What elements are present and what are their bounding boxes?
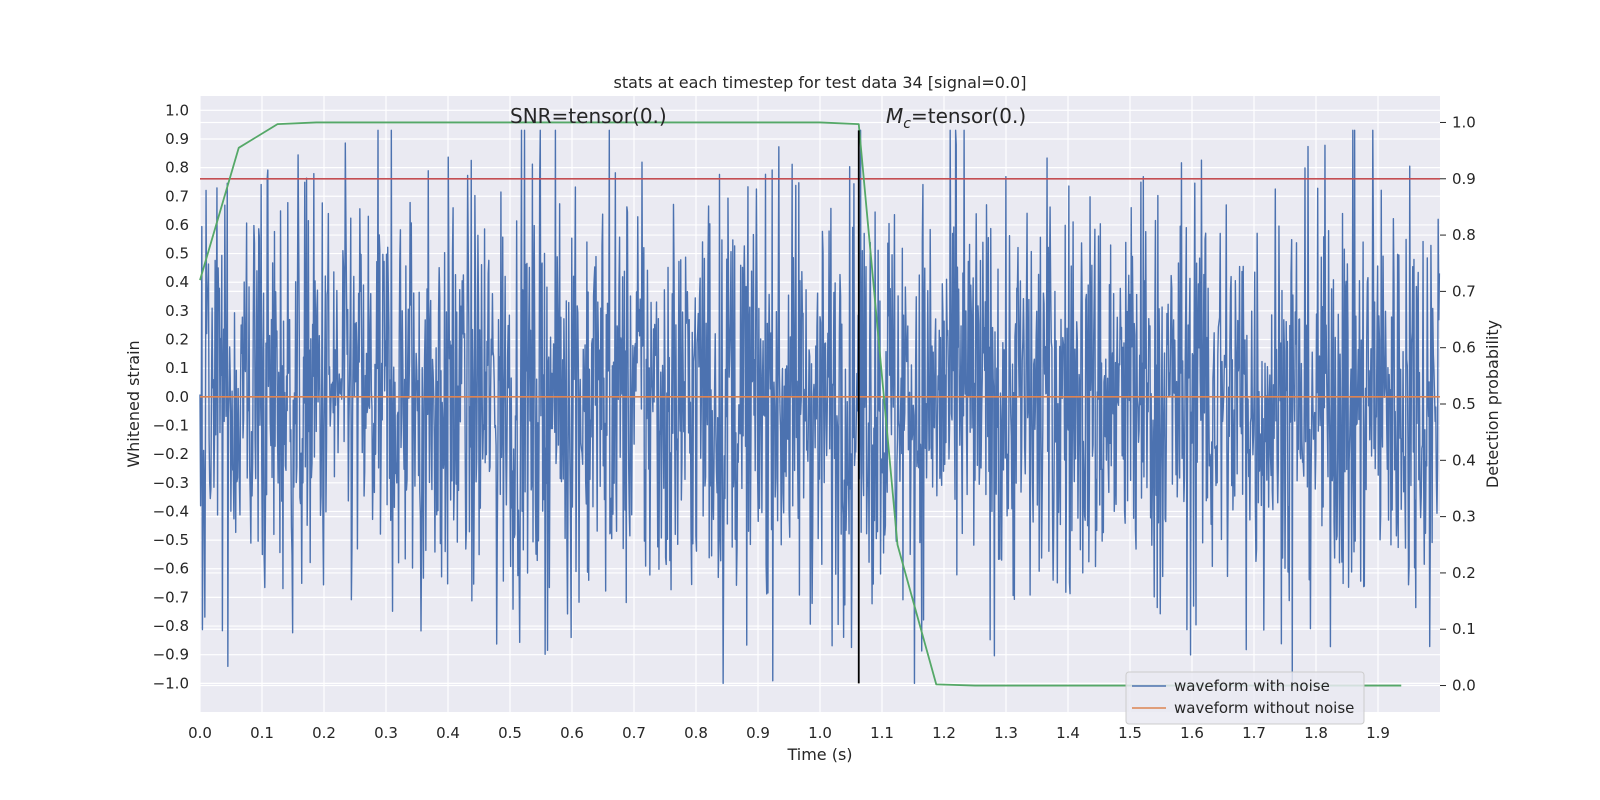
y-right-tick-label: 0.1 [1452, 620, 1476, 638]
y-left-tick-label: −0.3 [153, 474, 189, 492]
y-left-axis-label: Whitened strain [124, 340, 143, 467]
mc-annotation: Mc=tensor(0.) [886, 104, 1026, 132]
y-left-tick-label: −0.4 [153, 502, 189, 520]
y-left-tick-label: −0.1 [153, 416, 189, 434]
y-left-tick-label: 0.6 [165, 216, 189, 234]
y-left-tick-label: −0.8 [153, 617, 189, 635]
y-right-tick-labels: 1.0 0.9 0.8 0.7 0.6 0.5 0.4 0.3 0.2 0.1 0.0 [1440, 113, 1476, 695]
y-right-tick-label: 0.2 [1452, 564, 1476, 582]
y-right-tick-label: 0.5 [1452, 395, 1476, 413]
x-tick-label: 0.5 [498, 724, 522, 742]
y-left-tick-labels: 1.0 0.9 0.8 0.7 0.6 0.5 0.4 0.3 0.2 0.1 0.0 −0.1 −0.… [153, 101, 189, 692]
mc-suffix: =tensor(0.) [911, 104, 1026, 128]
y-left-tick-label: 0.1 [165, 359, 189, 377]
x-tick-label: 1.3 [994, 724, 1018, 742]
legend-box [1125, 671, 1365, 725]
snr-annotation: SNR=tensor(0.) [510, 104, 667, 128]
mc-subscript: c [903, 116, 911, 132]
x-tick-label: 1.4 [1056, 724, 1080, 742]
x-tick-label: 1.6 [1180, 724, 1204, 742]
x-tick-label: 1.8 [1304, 724, 1328, 742]
legend: waveform with noise waveform without noi… [1125, 671, 1365, 725]
noise-waveform-line [199, 129, 1441, 685]
y-right-tick-label: 0.8 [1452, 226, 1476, 244]
y-right-tick-label: 0.4 [1452, 451, 1476, 469]
legend-label-noise: waveform with noise [1174, 677, 1330, 695]
y-left-tick-label: 1.0 [165, 101, 189, 119]
x-tick-label: 0.6 [560, 724, 584, 742]
y-right-tick-label: 0.6 [1452, 339, 1476, 357]
y-right-tick-label: 0.0 [1452, 677, 1476, 695]
y-right-tick-label: 0.7 [1452, 282, 1476, 300]
x-tick-label: 1.2 [932, 724, 956, 742]
y-left-tick-label: 0.4 [165, 273, 189, 291]
x-tick-label: 0.7 [622, 724, 646, 742]
chart-title: stats at each timestep for test data 34 … [614, 73, 1027, 92]
x-tick-label: 1.7 [1242, 724, 1266, 742]
x-tick-label: 1.9 [1366, 724, 1390, 742]
y-left-tick-label: −0.2 [153, 445, 189, 463]
legend-label-clean: waveform without noise [1174, 699, 1354, 717]
x-tick-label: 0.0 [188, 724, 212, 742]
y-left-tick-label: 0.2 [165, 331, 189, 349]
y-right-tick-label: 0.9 [1452, 170, 1476, 188]
x-tick-label: 0.1 [250, 724, 274, 742]
y-left-tick-label: −0.6 [153, 560, 189, 578]
y-right-axis-label: Detection probability [1483, 320, 1502, 488]
x-tick-labels: 0.0 0.1 0.2 0.3 0.4 0.5 0.6 0.7 0.8 0.9 1.0 1.1 1.2 1… [188, 724, 1390, 742]
y-left-tick-label: −0.5 [153, 531, 189, 549]
y-right-tick-label: 1.0 [1452, 113, 1476, 131]
y-left-tick-label: 0.9 [165, 130, 189, 148]
y-left-tick-label: 0.5 [165, 245, 189, 263]
y-left-tick-label: −1.0 [153, 674, 189, 692]
mc-symbol: M [886, 104, 903, 128]
x-axis-label: Time (s) [786, 745, 852, 764]
x-tick-label: 0.4 [436, 724, 460, 742]
x-tick-label: 0.8 [684, 724, 708, 742]
x-tick-label: 0.2 [312, 724, 336, 742]
y-left-tick-label: −0.9 [153, 646, 189, 664]
x-tick-label: 1.5 [1118, 724, 1142, 742]
y-left-tick-label: 0.7 [165, 187, 189, 205]
x-tick-label: 0.9 [746, 724, 770, 742]
y-left-tick-label: 0.3 [165, 302, 189, 320]
x-tick-label: 0.3 [374, 724, 398, 742]
y-right-tick-label: 0.3 [1452, 508, 1476, 526]
y-left-tick-label: 0.8 [165, 159, 189, 177]
x-tick-label: 1.1 [870, 724, 894, 742]
y-left-tick-label: 0.0 [165, 388, 189, 406]
y-left-tick-label: −0.7 [153, 588, 189, 606]
x-tick-label: 1.0 [808, 724, 832, 742]
